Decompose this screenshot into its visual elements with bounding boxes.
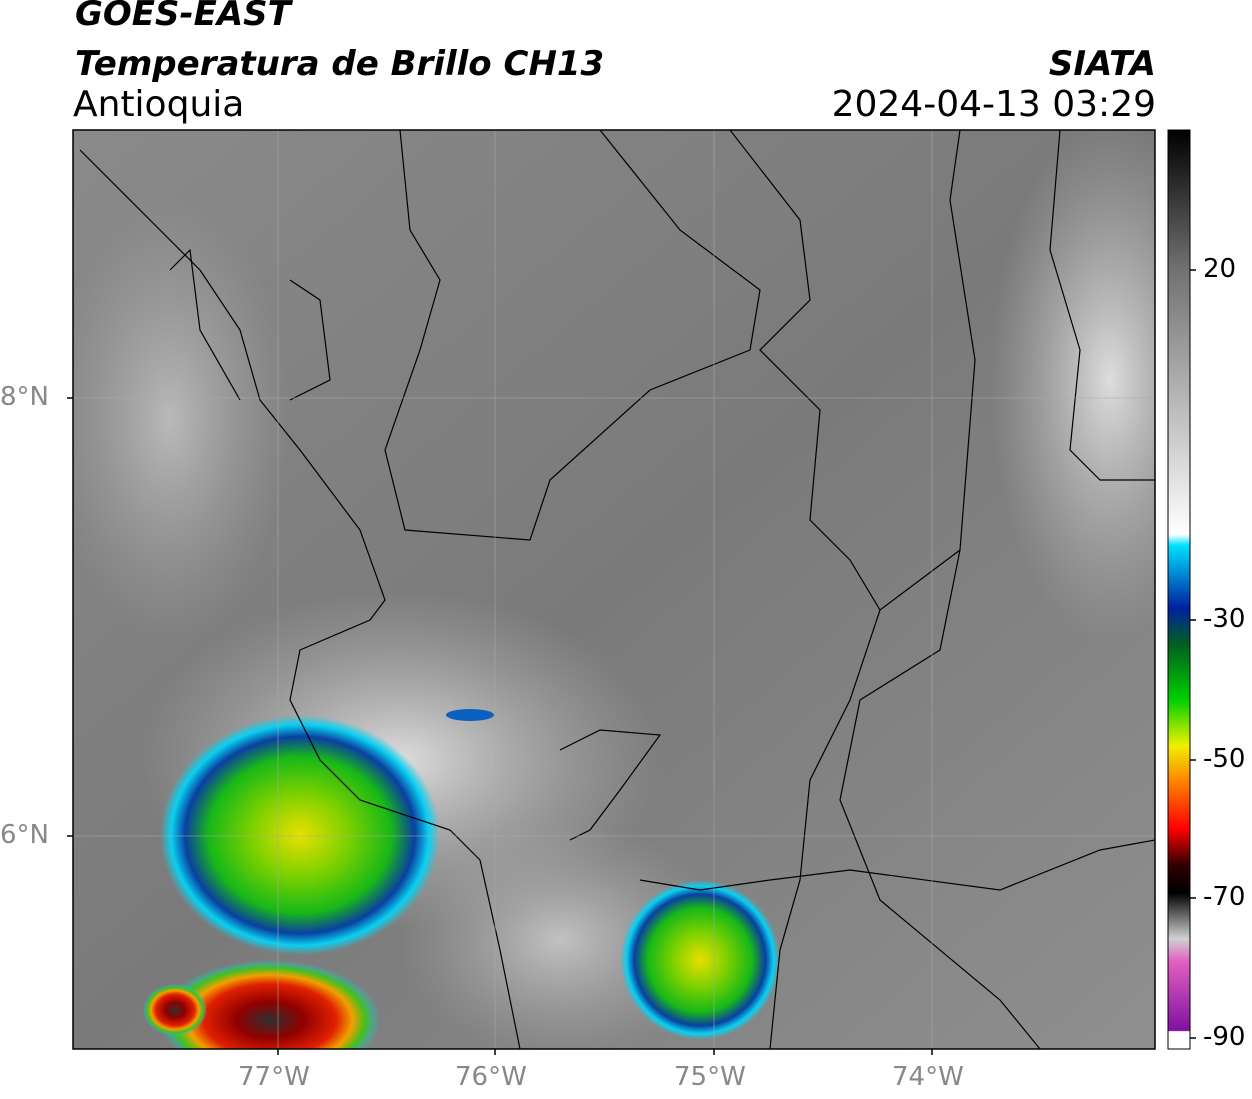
colorbar-ticks — [1190, 269, 1196, 1039]
colorbar-label: -90 — [1203, 1022, 1246, 1052]
lon-label: 76°W — [455, 1062, 527, 1092]
clear-area — [73, 200, 290, 640]
storm-cell — [446, 709, 494, 721]
storm-cloud — [160, 715, 440, 955]
lat-label: 6°N — [0, 820, 49, 850]
title-line1: GOES-EAST — [75, 0, 291, 34]
graticule — [73, 130, 1155, 1049]
colorbar-label: -30 — [1203, 604, 1246, 634]
boundaries — [79, 130, 1155, 1049]
region: Antioquia — [73, 84, 245, 125]
storm-core — [143, 984, 207, 1036]
title-line2: Temperatura de Brillo CH13 — [75, 44, 605, 84]
storm-core — [160, 960, 380, 1049]
map-area — [73, 130, 1155, 1049]
colorbar-label: -50 — [1203, 744, 1246, 774]
source: SIATA — [1048, 44, 1156, 84]
clear-area — [990, 130, 1155, 640]
colorbar-label: -70 — [1203, 882, 1246, 912]
lon-label: 75°W — [674, 1062, 746, 1092]
colorbar-label: 20 — [1203, 254, 1237, 284]
lon-label: 74°W — [892, 1062, 964, 1092]
axis-ticks — [67, 397, 933, 1055]
storm-cloud — [620, 880, 780, 1040]
lon-label: 77°W — [238, 1062, 310, 1092]
lat-label: 8°N — [0, 382, 49, 412]
colorbar — [1167, 129, 1191, 1050]
timestamp: 2024-04-13 03:29 — [831, 84, 1156, 125]
map-frame — [72, 129, 1156, 1050]
